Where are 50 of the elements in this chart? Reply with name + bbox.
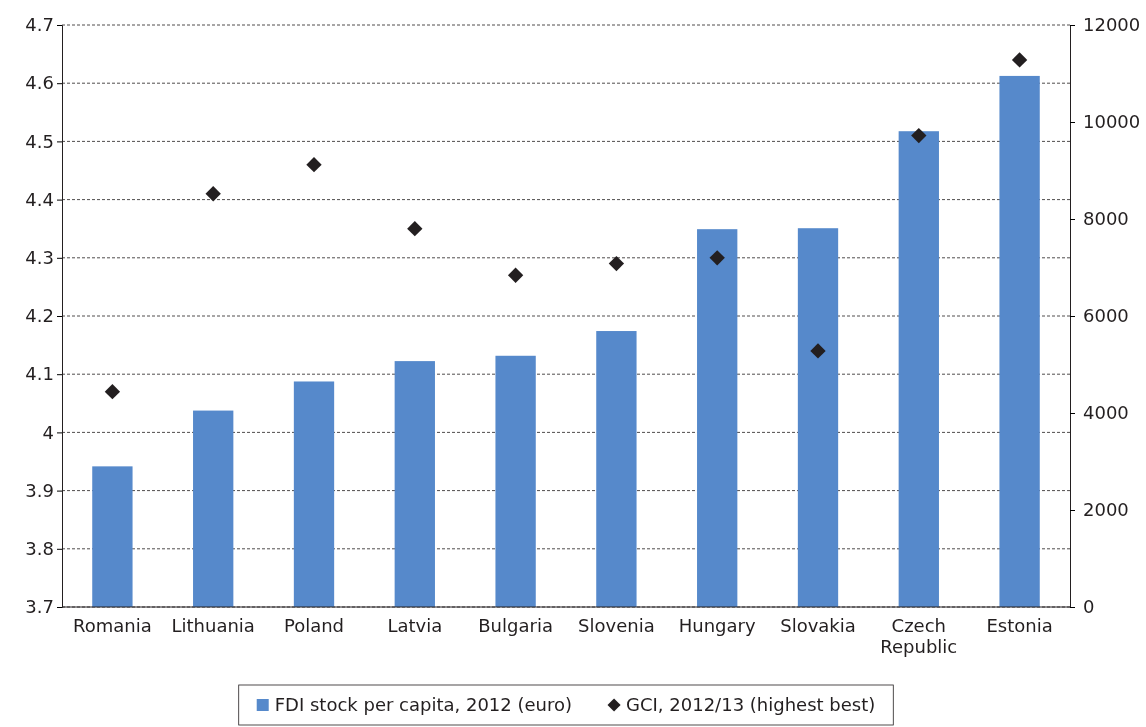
bar xyxy=(495,355,536,607)
point xyxy=(911,127,927,144)
y-tick-label: 4.3 xyxy=(25,247,54,269)
x-tick-label: Latvia xyxy=(387,614,443,636)
y2-tick-label: 0 xyxy=(1083,596,1095,618)
x-tick-label: Estonia xyxy=(986,614,1053,636)
x-tick-label: Hungary xyxy=(678,614,756,636)
bar xyxy=(293,381,335,607)
bar xyxy=(697,229,738,607)
point xyxy=(608,255,625,272)
bar xyxy=(898,131,939,607)
x-tick-label: Bulgaria xyxy=(478,614,553,636)
y-tick-label: 4.4 xyxy=(25,188,54,210)
x-tick-label: Lithuania xyxy=(171,614,255,636)
point xyxy=(306,157,322,173)
y2-tick-label: 4000 xyxy=(1083,402,1129,424)
y2-tick-label: 6000 xyxy=(1083,305,1129,327)
point xyxy=(709,250,725,266)
y2-tick-label: 2000 xyxy=(1083,499,1129,521)
y2-tick-label: 8000 xyxy=(1083,208,1129,230)
y-tick-label: 3.7 xyxy=(25,596,54,618)
x-tick-label: Slovakia xyxy=(780,614,856,636)
legend-label: FDI stock per capita, 2012 (euro) xyxy=(274,694,573,716)
x-tick-label: Czech Republic xyxy=(880,614,958,658)
x-tick-label: Poland xyxy=(283,614,345,636)
x-tick-label: Romania xyxy=(73,614,152,636)
bar xyxy=(394,361,435,607)
y-tick-label: 4 xyxy=(42,421,54,443)
point xyxy=(104,383,121,400)
point xyxy=(407,221,423,237)
y-tick-label: 4.1 xyxy=(25,363,54,385)
bar xyxy=(596,331,637,607)
point xyxy=(1011,52,1028,68)
y-tick-label: 4.5 xyxy=(25,130,54,152)
y-tick-label: 4.7 xyxy=(25,14,54,36)
legend-label: GCI, 2012/13 (highest best) xyxy=(626,694,876,716)
point xyxy=(810,343,826,359)
y-tick-label: 3.8 xyxy=(25,538,54,560)
point xyxy=(205,186,221,202)
y2-tick-label: 12000 xyxy=(1083,14,1141,36)
point xyxy=(507,267,524,283)
y2-tick-label: 10000 xyxy=(1083,111,1141,133)
bar xyxy=(797,228,839,607)
x-tick-label: Slovenia xyxy=(578,614,655,636)
y-tick-label: 4.6 xyxy=(25,72,54,94)
y-tick-label: 3.9 xyxy=(25,479,54,501)
bar xyxy=(193,410,234,607)
bar xyxy=(92,466,133,607)
y-tick-label: 4.2 xyxy=(25,305,54,327)
bar xyxy=(999,75,1040,607)
